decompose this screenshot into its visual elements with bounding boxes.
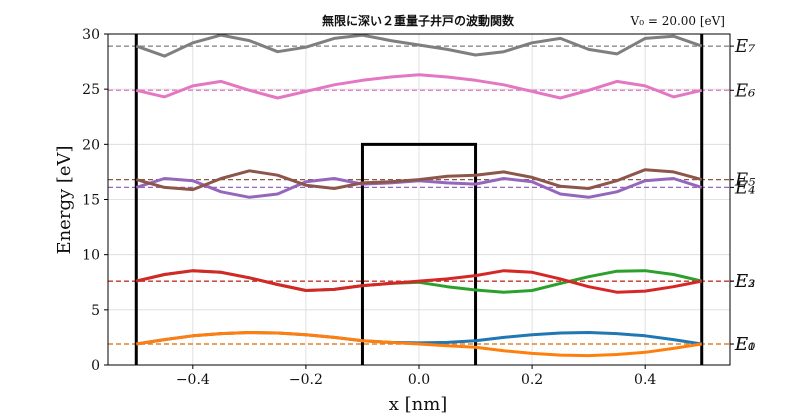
y-tick-label-4: 20 [82,137,100,153]
y-tick-label-5: 25 [82,82,100,98]
wavefunction-line-7 [135,33,703,58]
y-axis-ticks: 0 5 10 15 20 25 30 [82,27,108,374]
energy-level-label-4: E₄ [734,177,755,198]
chart-title: 無限に深い２重量子井戸の波動関数 [322,13,515,28]
x-axis-ticks: −0.4 −0.2 0.0 0.2 0.4 [176,365,656,388]
energy-level-label-3: E₃ [734,271,755,292]
x-tick-label-1: −0.2 [289,372,323,388]
energy-level-label-1: E₁ [734,334,755,355]
x-axis-label: x [nm] [389,394,448,415]
y-tick-label-1: 5 [91,303,100,319]
wavefunction-line-6 [135,73,703,100]
y-tick-label-2: 10 [82,248,100,264]
central-barrier [360,142,478,365]
y-tick-label-0: 0 [91,358,100,374]
wavefunction-series [135,33,703,358]
energy-level-label-0: E₀ [734,334,755,355]
x-tick-label-4: 0.4 [634,372,656,388]
y-tick-label-6: 30 [82,27,100,43]
wavefunction-line-3 [135,269,702,294]
energy-level-label-5: E₅ [734,170,755,191]
y-axis-label: Energy [eV] [54,145,75,254]
x-tick-label-3: 0.2 [521,372,543,388]
x-tick-label-2: 0.0 [408,372,430,388]
energy-level-label-2: E₂ [734,271,755,292]
energy-level-label-6: E₆ [734,80,755,101]
x-tick-label-0: −0.4 [176,372,210,388]
wavefunction-line-1 [136,331,702,358]
energy-level-label-7: E₇ [734,36,755,57]
wavefunction-line-5 [135,168,703,192]
v0-annotation: V₀ = 20.00 [eV] [630,14,725,28]
y-tick-label-3: 15 [82,193,100,209]
potential-outline [134,34,704,365]
